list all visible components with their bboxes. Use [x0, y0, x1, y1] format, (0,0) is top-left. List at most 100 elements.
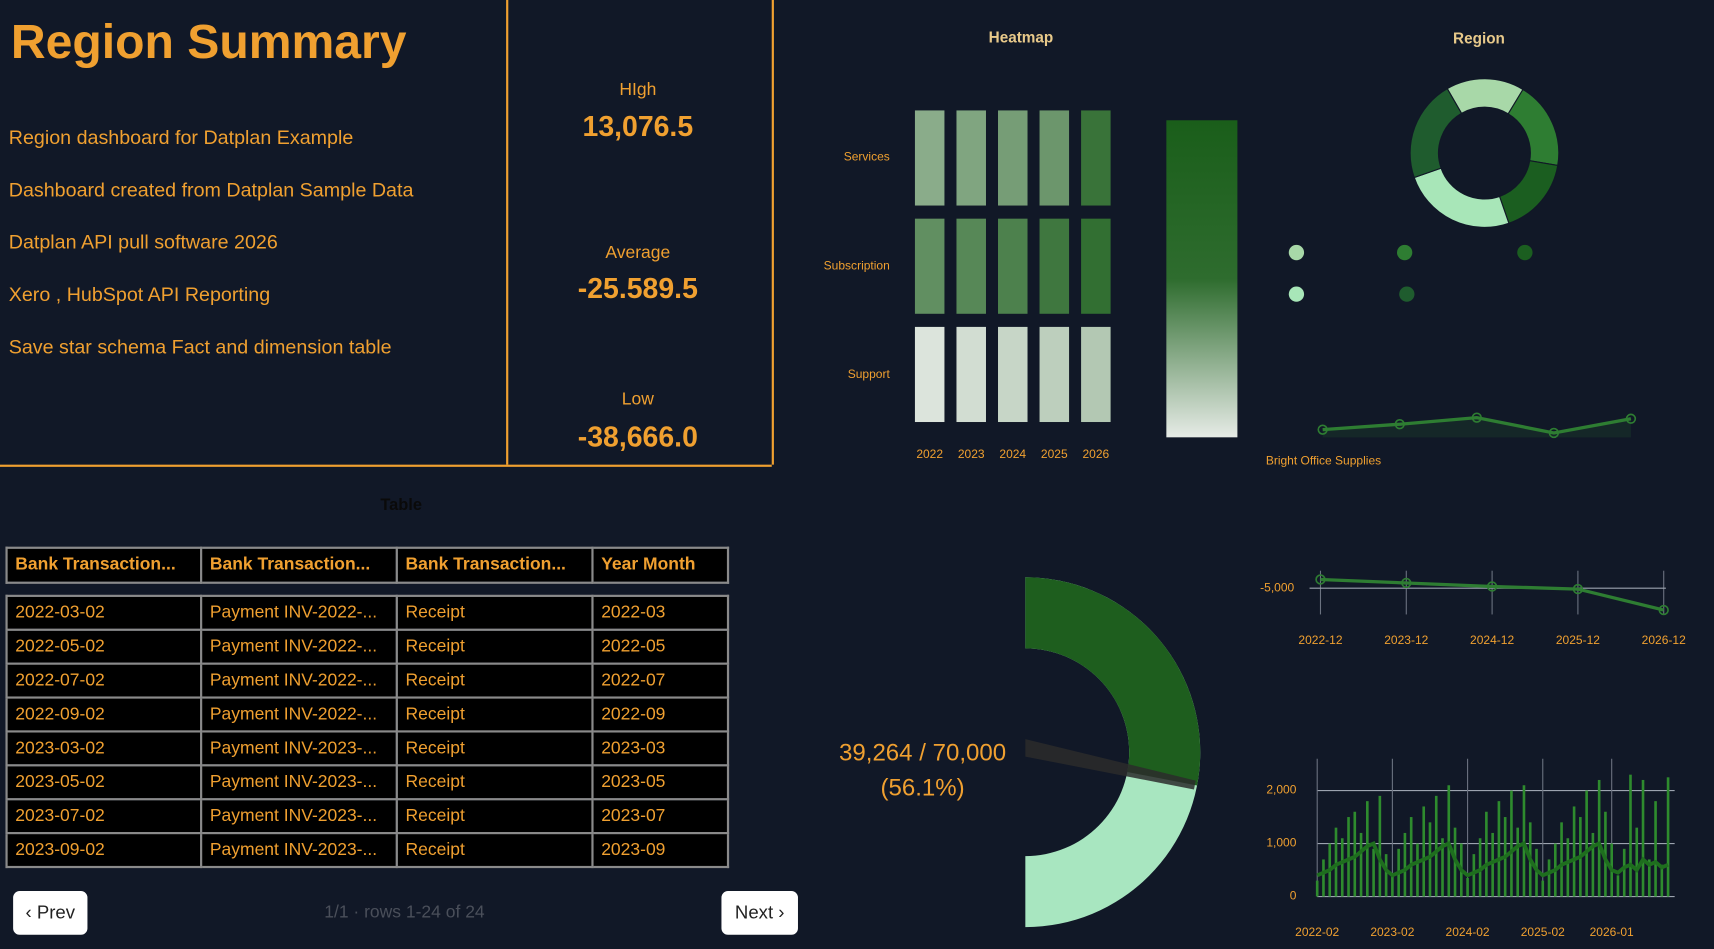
legend-swatch [1288, 286, 1305, 302]
table-title: Table [380, 495, 422, 515]
table-row: 2023-05-02 Payment INV-2023-... Receipt 202… [5, 764, 730, 801]
chart-title: Heatmap [989, 29, 1054, 46]
bar [1391, 875, 1394, 897]
x-tick-label: 2026-01 [1590, 925, 1634, 939]
table-row: 2023-07-02 Payment INV-2023-... Receipt 202… [5, 798, 730, 835]
area [1322, 417, 1631, 438]
x-tick-label: 2022 [916, 447, 943, 461]
summary-line: Datplan API pull software 2026 [8, 231, 278, 254]
bar [1547, 859, 1551, 897]
heatmap-cell [1081, 110, 1111, 206]
colorbar [1166, 120, 1238, 438]
bar [1485, 811, 1488, 897]
x-tick-label: 2025-12 [1556, 633, 1600, 647]
table-cell: Receipt [395, 798, 594, 835]
table-cell: 2023-03-02 [5, 730, 203, 767]
bar [1591, 832, 1595, 897]
y-tick-label: 0 [1290, 889, 1297, 903]
kpi-label: Low [621, 390, 654, 409]
x-tick-label: 2023-12 [1384, 633, 1428, 647]
y-tick-label: Subscription [824, 258, 890, 272]
y-tick-label: Support [848, 367, 891, 381]
bar [1347, 817, 1350, 897]
bar [1466, 877, 1469, 897]
bar [1660, 864, 1664, 897]
donut-segment [1413, 167, 1510, 228]
heatmap-cell [956, 326, 986, 423]
bar [1597, 779, 1601, 897]
column-header: Year Month [591, 546, 730, 584]
header-row: Bank Transaction... Bank Transaction... Ba… [5, 546, 730, 584]
x-tick-label: 2025 [1041, 447, 1068, 461]
table-cell: 2023-07 [591, 798, 730, 835]
bar [1434, 795, 1438, 897]
x-tick-label: 2023 [958, 447, 985, 461]
table-cell: Receipt [395, 696, 594, 733]
x-tick-label: 2023-02 [1370, 925, 1414, 939]
x-tick-label: 2022-02 [1295, 925, 1339, 939]
bar [1322, 859, 1325, 897]
table-cell: Payment INV-2023-... [200, 832, 398, 869]
marker [1486, 581, 1498, 592]
x-tick-label: 2024 [999, 447, 1026, 461]
marker [1658, 604, 1669, 616]
legend-swatch [1396, 244, 1413, 261]
bar [1635, 827, 1639, 897]
bar [1572, 806, 1576, 897]
table-cell: 2022-07-02 [5, 662, 203, 699]
bar [1629, 774, 1632, 897]
legend-swatch [1288, 244, 1305, 261]
bar [1541, 880, 1545, 897]
marker [1471, 412, 1482, 423]
heatmap-cell [998, 110, 1028, 206]
heatmap-cell [1081, 326, 1111, 423]
bar [1647, 859, 1651, 897]
column-header: Bank Transaction... [5, 546, 203, 584]
table-row: 2022-09-02 Payment INV-2022-... Receipt 202… [5, 696, 730, 733]
column-header: Bank Transaction... [200, 546, 398, 584]
bar [1422, 806, 1426, 897]
bar [1334, 827, 1338, 897]
marker [1401, 577, 1412, 589]
heatmap-cell [1039, 326, 1070, 423]
heatmap-cell [956, 218, 986, 314]
heatmap-cell [1081, 218, 1111, 314]
table-cell: Receipt [395, 832, 594, 869]
y-tick-label: -5,000 [1260, 580, 1294, 594]
heatmap-cell [1039, 110, 1070, 206]
x-tick-label: 2025-02 [1521, 925, 1565, 939]
summary-line: Save star schema Fact and dimension tabl… [8, 336, 392, 359]
bar [1409, 817, 1413, 897]
table-cell: Receipt [395, 628, 594, 665]
heatmap-cell [914, 218, 945, 314]
kpi-frame [506, 0, 774, 465]
table-cell: 2023-05 [591, 764, 730, 801]
table-row: 2022-05-02 Payment INV-2022-... Receipt 202… [5, 628, 730, 665]
bar [1384, 854, 1388, 897]
bar [1616, 875, 1620, 897]
marker [1317, 424, 1328, 435]
next-button[interactable]: Next › [721, 891, 798, 935]
bar [1315, 880, 1319, 897]
bar [1403, 832, 1407, 897]
marker [1548, 427, 1560, 439]
y-tick-label: 1,000 [1266, 836, 1296, 850]
table-cell: Receipt [395, 764, 594, 801]
legend-swatch [1517, 244, 1533, 261]
x-tick-label: 2026 [1082, 447, 1109, 461]
bar [1359, 832, 1363, 897]
table-header: Bank Transaction... Bank Transaction... Ba… [5, 546, 730, 584]
marker [1625, 413, 1637, 424]
summary-line: Xero , HubSpot API Reporting [8, 283, 271, 306]
x-axis-label: Bright Office Supplies [1266, 454, 1381, 468]
bar [1585, 790, 1588, 897]
column-header: Bank Transaction... [395, 546, 594, 584]
y-tick-label: 2,000 [1266, 783, 1296, 797]
marker [1315, 574, 1326, 585]
table-row: 2022-07-02 Payment INV-2022-... Receipt 202… [5, 662, 730, 699]
panel-border [0, 464, 772, 467]
bar [1491, 832, 1494, 897]
bar [1654, 801, 1657, 897]
prev-button[interactable]: ‹ Prev [13, 891, 88, 935]
